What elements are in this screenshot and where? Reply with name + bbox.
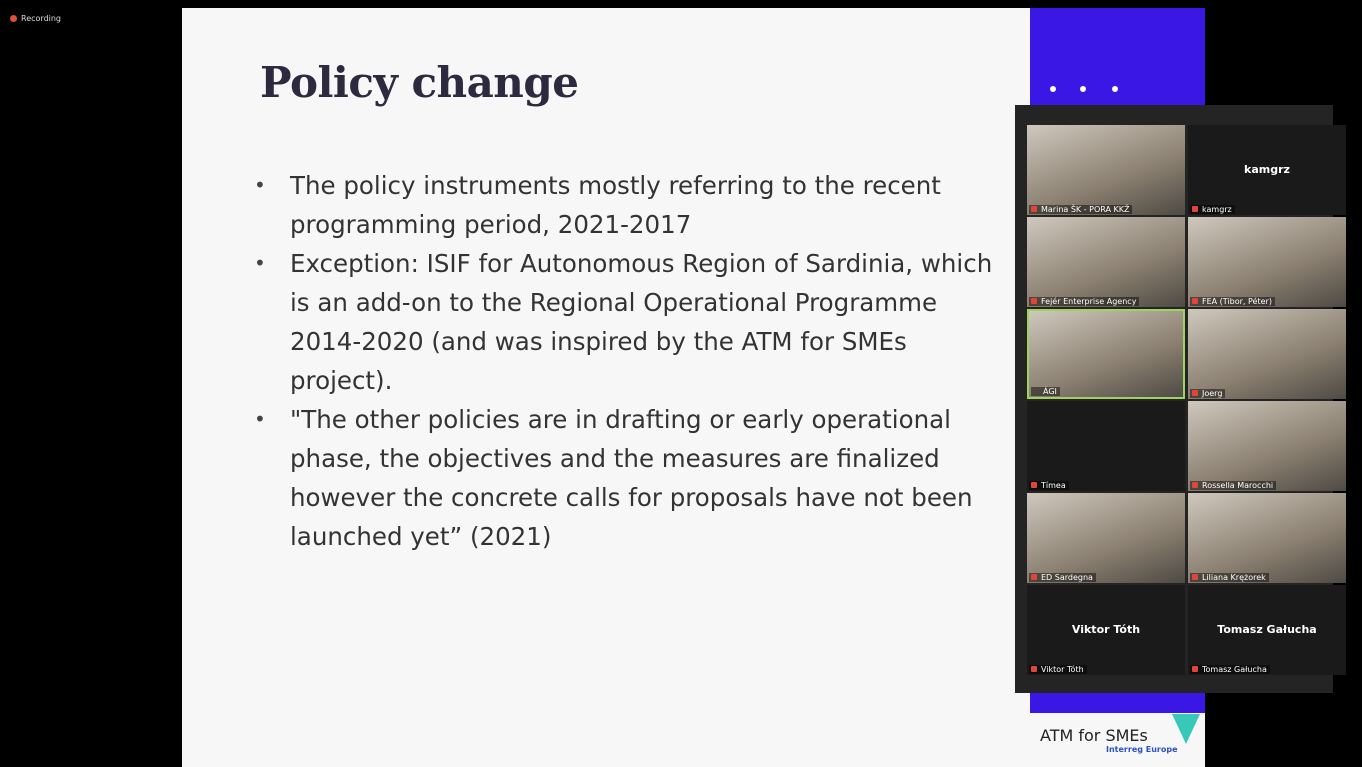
rec-label: Recording	[21, 14, 62, 23]
name-label: Rossella Marocchi	[1190, 481, 1277, 490]
participant-tile[interactable]: FEA (Tibor, Péter)	[1188, 217, 1346, 307]
participant-tile[interactable]: Fejér Enterprise Agency	[1027, 217, 1185, 307]
participant-tile[interactable]: Tímea	[1027, 401, 1185, 491]
participant-panel: Marina ŠK - PORA KKŽ kamgrz kamgrz Fejér En…	[1015, 105, 1346, 693]
name-label: Liliana Krężorek	[1190, 573, 1269, 582]
bullet: "The other policies are in drafting or e…	[254, 400, 1010, 556]
slide-title: Policy change	[260, 58, 579, 107]
bullet-list: The policy instruments mostly referring …	[252, 166, 1010, 556]
logo-mark	[1172, 714, 1200, 744]
participant-tile[interactable]: Liliana Krężorek	[1188, 493, 1346, 583]
logo: ATM for SMEs Interreg Europe	[1040, 726, 1200, 754]
mute-icon	[1192, 666, 1198, 672]
mute-icon	[1192, 390, 1198, 396]
name-label: Joerg	[1190, 389, 1226, 398]
mute-icon	[1192, 482, 1198, 488]
name-label: ÁGI	[1031, 387, 1060, 396]
center-name: kamgrz	[1244, 163, 1290, 176]
mute-icon	[1031, 206, 1037, 212]
mute-icon	[1031, 482, 1037, 488]
logo-program: Interreg Europe	[1106, 745, 1178, 754]
name-label: Marina ŠK - PORA KKŽ	[1029, 205, 1133, 214]
participant-tile[interactable]: Joerg	[1188, 309, 1346, 399]
name-label: FEA (Tibor, Péter)	[1190, 297, 1275, 306]
participant-tile[interactable]: ED Sardegna	[1027, 493, 1185, 583]
name-label: Tímea	[1029, 481, 1069, 490]
participant-tile[interactable]: ÁGI	[1027, 309, 1185, 399]
mute-icon	[1031, 298, 1037, 304]
participant-tile[interactable]: Viktor Tóth Viktor Tóth	[1027, 585, 1185, 675]
recording-indicator: Recording	[10, 14, 61, 23]
mute-icon	[1192, 574, 1198, 580]
name-label: Viktor Tóth	[1029, 665, 1087, 674]
rec-dot	[10, 15, 17, 22]
mute-icon	[1192, 206, 1198, 212]
mute-icon	[1031, 574, 1037, 580]
center-name: Tomasz Gałucha	[1217, 623, 1317, 636]
name-label: ED Sardegna	[1029, 573, 1096, 582]
dot	[1080, 86, 1086, 92]
logo-name: ATM for SMEs	[1040, 726, 1148, 745]
name-label: Tomasz Gałucha	[1190, 665, 1270, 674]
mute-icon	[1031, 666, 1037, 672]
name-label: Fejér Enterprise Agency	[1029, 297, 1140, 306]
center-name: Viktor Tóth	[1071, 623, 1141, 636]
bullet: The policy instruments mostly referring …	[254, 166, 1010, 244]
dot	[1112, 86, 1118, 92]
mute-icon	[1192, 298, 1198, 304]
bullet: Exception: ISIF for Autonomous Region of…	[254, 244, 1010, 400]
participant-tile[interactable]: Tomasz Gałucha Tomasz Gałucha	[1188, 585, 1346, 675]
dot	[1050, 86, 1056, 92]
participant-tile[interactable]: kamgrz kamgrz	[1188, 125, 1346, 215]
participant-tile[interactable]: Marina ŠK - PORA KKŽ	[1027, 125, 1185, 215]
name-label: kamgrz	[1190, 205, 1235, 214]
participant-tile[interactable]: Rossella Marocchi	[1188, 401, 1346, 491]
